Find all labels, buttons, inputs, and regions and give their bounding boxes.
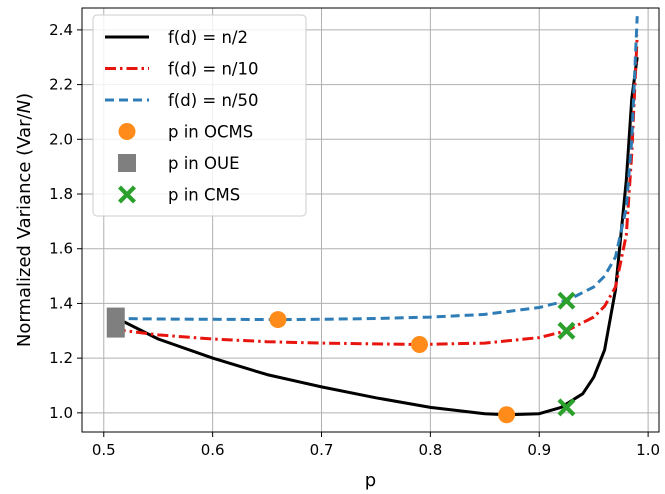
y-tick-label: 2.0: [49, 130, 73, 148]
y-tick-label: 2.4: [49, 21, 73, 39]
y-tick-label: 1.6: [49, 240, 73, 258]
marker-point-1: [498, 406, 516, 424]
legend-label: f(d) = n/10: [168, 60, 258, 79]
legend-label: p in OUE: [168, 154, 240, 173]
y-tick-label: 2.2: [49, 76, 73, 94]
legend-box: [92, 14, 307, 217]
marker-point-3: [557, 291, 576, 310]
series-line-1: [114, 57, 639, 417]
y-axis-title: Normalized Variance (Var/N): [14, 93, 35, 347]
legend-label: f(d) = n/2: [168, 28, 248, 47]
legend: f(d) = n/2 f(d) = n/10 f(d) = n/50 p in OCM…: [92, 14, 307, 217]
x-tick-label: 0.6: [201, 441, 225, 459]
plot-frame: [81, 7, 660, 433]
legend-label: f(d) = n/50: [168, 91, 258, 110]
x-tick-label: 1.0: [636, 441, 660, 459]
legend-marker-swatch: [118, 123, 136, 140]
y-tick-label: 1.0: [49, 404, 73, 422]
axis-ticks: 0.5 0.6 0.7 0.8 0.9 1.0 1.0 1.2 1.4 1.6 1.8 2.0 2.2 2…: [49, 21, 660, 459]
legend-label: p in CMS: [168, 186, 240, 205]
legend-marker-swatch: [118, 185, 136, 204]
legend-label: p in OCMS: [168, 123, 253, 142]
marker-point-2: [106, 307, 125, 338]
y-tick-label: 1.8: [49, 185, 73, 203]
legend-marker-swatch: [118, 154, 136, 172]
series-lines: [114, 16, 639, 417]
x-tick-label: 0.7: [310, 441, 334, 459]
series-line-2: [114, 35, 639, 346]
marker-points: [106, 291, 576, 424]
x-tick-label: 0.8: [418, 441, 442, 459]
y-tick-label: 1.4: [49, 294, 73, 312]
y-tick-label: 1.2: [49, 349, 73, 367]
x-tick-label: 0.9: [527, 441, 551, 459]
marker-point-3: [557, 398, 576, 417]
x-tick-label: 0.5: [92, 441, 116, 459]
marker-point-3: [557, 321, 576, 340]
marker-point-1: [410, 335, 428, 353]
marker-point-1: [269, 311, 287, 329]
series-line-3: [114, 16, 639, 322]
x-axis-title: p: [365, 470, 376, 491]
